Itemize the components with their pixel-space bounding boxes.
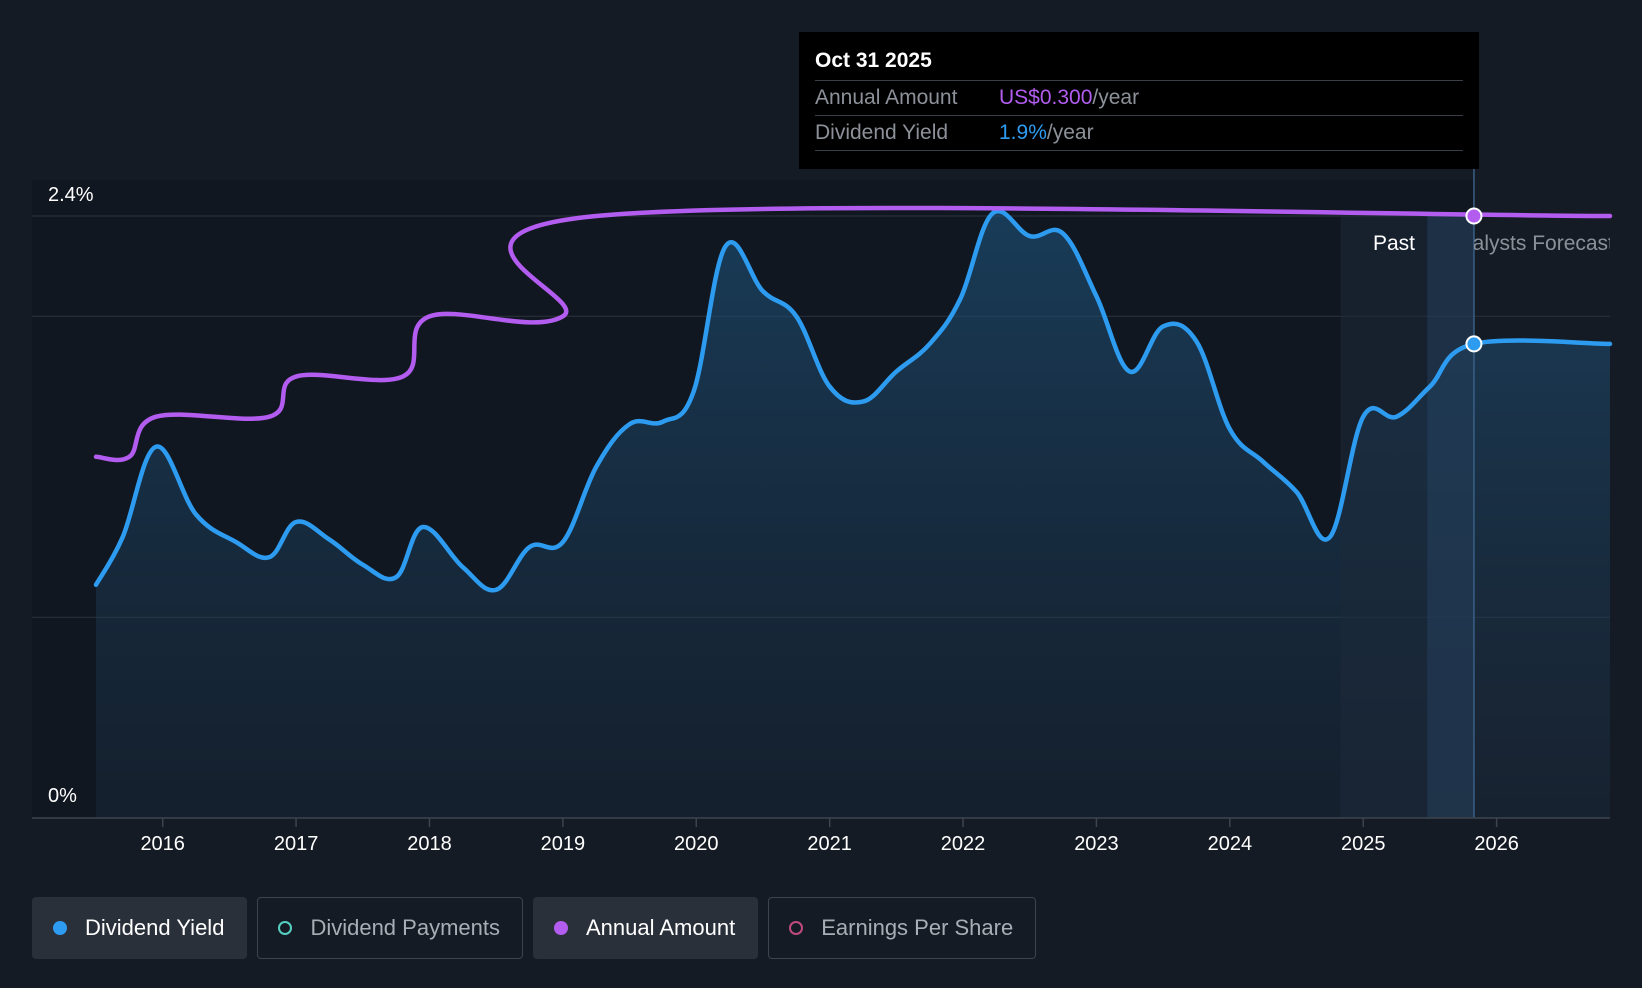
- legend-label: Earnings Per Share: [821, 915, 1014, 940]
- y-tick-label-bottom: 0%: [48, 785, 77, 807]
- x-tick-label: 2018: [407, 833, 452, 855]
- legend-dividend-yield[interactable]: Dividend Yield: [32, 897, 248, 959]
- dividend-yield-marker: [1465, 335, 1483, 353]
- y-tick-label-top: 2.4%: [48, 184, 94, 206]
- forecast-highlight-band: [1427, 216, 1474, 818]
- x-tick-label: 2016: [140, 833, 185, 855]
- annual-amount-line: [93, 205, 1613, 463]
- legend-dot-icon: [553, 921, 568, 935]
- past-highlight-band: [1340, 216, 1474, 818]
- tooltip-date: Oct 31 2025: [815, 49, 932, 72]
- tooltip-annual-unit: /year: [1092, 86, 1140, 109]
- legend: Dividend Yield Dividend Payments Annual …: [32, 897, 1037, 959]
- tooltip-annual-row: Annual Amount US$0.300 /year: [815, 80, 1463, 115]
- x-tick-label: 2022: [941, 833, 986, 855]
- legend-annual-amount[interactable]: Annual Amount: [532, 897, 759, 959]
- tooltip-yield-value: 1.9%: [999, 121, 1047, 144]
- x-tick-label: 2025: [1341, 833, 1386, 855]
- hover-tooltip: Oct 31 2025 Annual Amount US$0.300 /year…: [799, 32, 1479, 169]
- annual-amount-marker: [1465, 207, 1483, 225]
- x-tick-label: 2017: [274, 833, 319, 855]
- tooltip-annual-value: US$0.300: [999, 86, 1093, 109]
- legend-dividend-payments[interactable]: Dividend Payments: [257, 897, 523, 959]
- x-tick-label: 2020: [674, 833, 719, 855]
- x-tick-label: 2023: [1074, 833, 1119, 855]
- x-tick-label: 2026: [1474, 833, 1519, 855]
- past-label: Past: [1373, 232, 1415, 255]
- tooltip-yield-unit: /year: [1046, 121, 1094, 144]
- legend-dot-icon: [53, 921, 67, 935]
- tooltip-yield-label: Dividend Yield: [815, 121, 949, 144]
- x-tick-label: 2019: [541, 833, 586, 855]
- legend-ring-icon: [789, 921, 804, 935]
- legend-label: Dividend Yield: [85, 915, 225, 940]
- dividend-yield-area: [96, 210, 1610, 818]
- legend-label: Annual Amount: [585, 915, 736, 940]
- dividend-yield-line: [93, 208, 1613, 593]
- x-tick-label: 2021: [807, 833, 852, 855]
- tooltip-yield-row: Dividend Yield 1.9% /year: [815, 115, 1463, 151]
- legend-ring-icon: [278, 921, 293, 935]
- forecast-label: Analysts Forecast: [1447, 232, 1614, 255]
- legend-earnings-per-share[interactable]: Earnings Per Share: [768, 897, 1037, 959]
- legend-label: Dividend Payments: [310, 915, 500, 940]
- x-tick-label: 2024: [1208, 833, 1253, 855]
- tooltip-annual-label: Annual Amount: [815, 86, 958, 109]
